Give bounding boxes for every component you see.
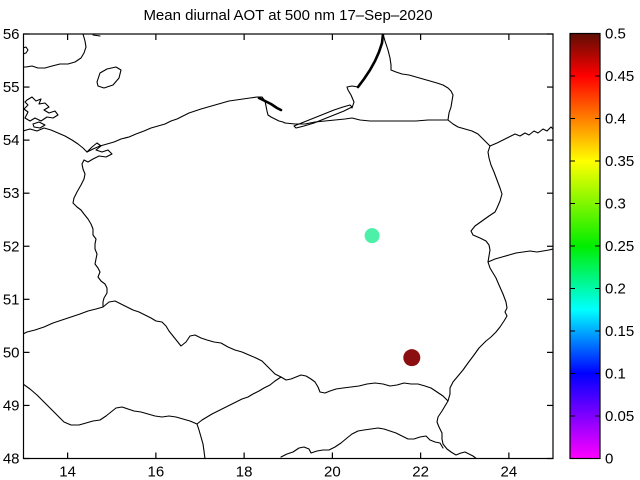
belarus-ukraine-border xyxy=(487,248,553,263)
colorbar-tick-label: 0.4 xyxy=(605,111,626,128)
ruegen-island xyxy=(23,96,59,122)
y-tick-label: 56 xyxy=(3,26,20,43)
colorbar-tick-label: 0 xyxy=(605,451,613,468)
slovakia-ukraine-border xyxy=(436,400,478,459)
colorbar-tick-label: 0.45 xyxy=(605,68,634,85)
y-tick-label: 49 xyxy=(3,397,20,414)
poland-slovakia-border xyxy=(280,374,449,402)
colorbar-tick-label: 0.5 xyxy=(605,26,626,43)
german-baltic-coast xyxy=(23,127,88,153)
sweden-islet xyxy=(92,34,101,37)
poland-kaliningrad-border xyxy=(284,117,449,125)
x-tick-label: 22 xyxy=(412,464,429,480)
colorbar-tick-label: 0.05 xyxy=(605,408,634,425)
y-tick-label: 48 xyxy=(3,451,20,468)
x-tick-label: 16 xyxy=(148,464,165,480)
colorbar-tick-label: 0.25 xyxy=(605,238,634,255)
y-tick-label: 54 xyxy=(3,132,20,149)
poland-baltic-coast xyxy=(86,96,286,153)
hel-peninsula xyxy=(257,96,283,112)
chart-title: Mean diurnal AOT at 500 nm 17–Sep–2020 xyxy=(143,7,432,24)
czech-slovakia-border xyxy=(196,376,282,425)
y-tick-label: 52 xyxy=(3,238,20,255)
colorbar-ticks-layer: 0 0.05 0.1 0.15 0.2 0.25 0.3 0.35 0.4 0.45 0.5 xyxy=(570,26,634,468)
germany-czech-austria-slovakia-borders xyxy=(23,383,206,459)
axes-ticks-layer: 14 16 18 20 22 24 48 49 50 51 52 53 54 55 56 xyxy=(3,26,553,480)
slovakia-hungary-border xyxy=(280,427,444,458)
map-borders xyxy=(23,34,553,459)
y-tick-label: 53 xyxy=(3,185,20,202)
colorbar-tick-label: 0.1 xyxy=(605,366,626,383)
usedom-szczecin-lagoon xyxy=(83,142,113,163)
curonian-spit xyxy=(356,34,385,89)
colorbar-tick-label: 0.15 xyxy=(605,323,634,340)
left-edge-islet xyxy=(23,46,29,55)
aot-points-layer xyxy=(364,228,421,367)
kaliningrad-lithuania-border xyxy=(382,34,454,121)
x-tick-label: 20 xyxy=(324,464,341,480)
aot-station-point xyxy=(403,349,421,367)
sweden-coast xyxy=(23,34,87,69)
colorbar-tick-label: 0.2 xyxy=(605,281,626,298)
colorbar-tick-label: 0.3 xyxy=(605,196,626,213)
germany-czech-border-north xyxy=(23,306,104,335)
ruegen-islet xyxy=(32,121,46,129)
x-tick-label: 24 xyxy=(501,464,518,480)
aot-station-point xyxy=(364,228,380,244)
poland-czech-border xyxy=(102,300,282,378)
poland-germany-border xyxy=(72,159,108,308)
lithuania-belarus-border xyxy=(489,126,553,147)
x-tick-label: 14 xyxy=(59,464,76,480)
x-tick-label: 18 xyxy=(236,464,253,480)
bornholm-island xyxy=(96,66,122,89)
poland-east-border xyxy=(447,119,508,402)
colorbar-tick-label: 0.35 xyxy=(605,153,634,170)
plot-frame xyxy=(22,33,554,460)
vistula-spit xyxy=(293,104,353,129)
y-tick-label: 55 xyxy=(3,79,20,96)
y-tick-label: 51 xyxy=(3,291,20,308)
sambia-peninsula xyxy=(346,85,359,109)
y-tick-label: 50 xyxy=(3,344,20,361)
